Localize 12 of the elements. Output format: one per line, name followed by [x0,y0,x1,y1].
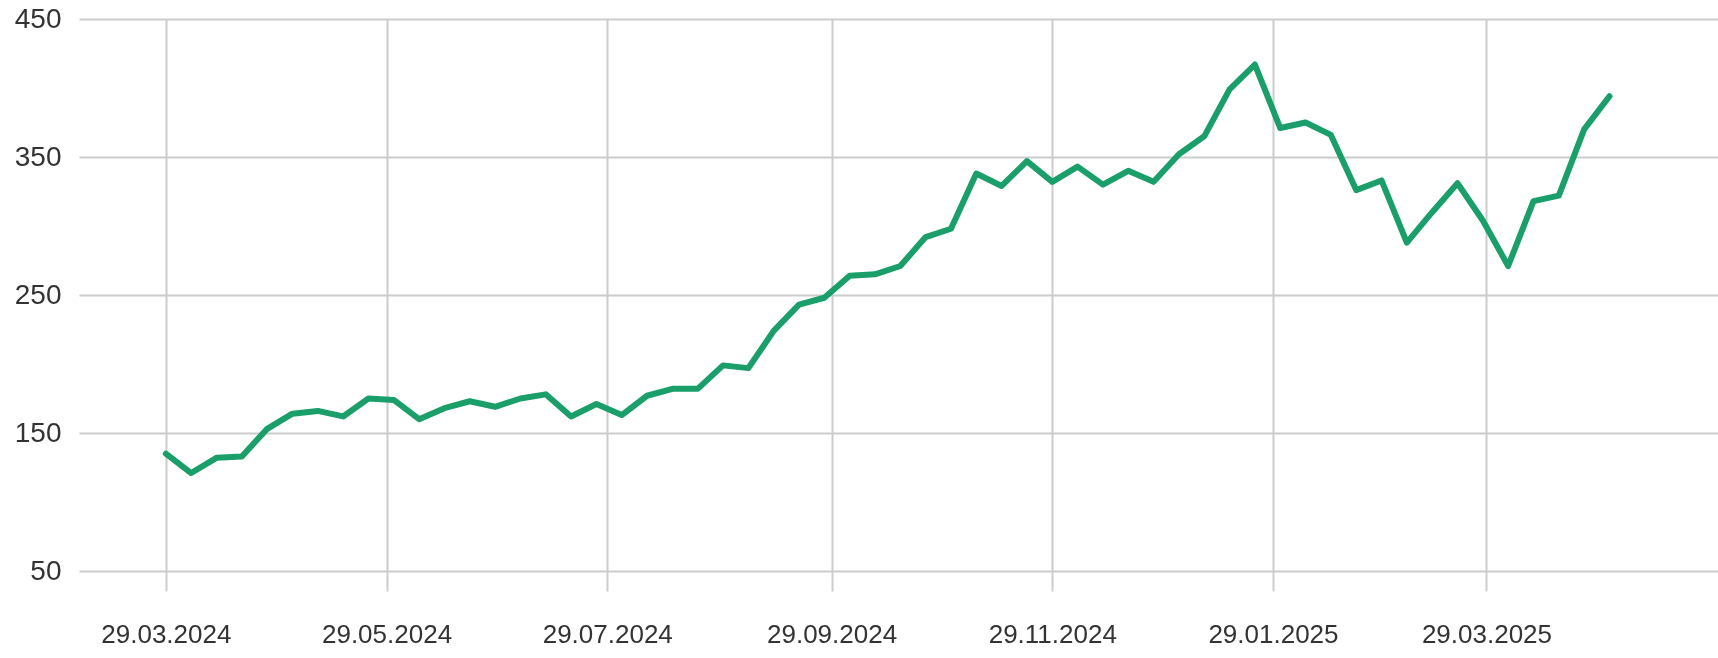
x-tick-label: 29.09.2024 [766,618,898,649]
x-tick-label: 29.03.2024 [101,618,232,649]
x-tick-label: 29.03.2025 [1421,618,1553,649]
y-tick-label: 350 [14,140,62,172]
y-tick-label: 150 [14,416,62,448]
y-tick-label: 250 [14,278,62,310]
x-tick-label: 29.05.2024 [321,618,453,649]
x-tick-label: 29.07.2024 [542,618,673,649]
x-tick-label: 29.01.2025 [1208,618,1339,649]
y-tick-label: 450 [14,2,62,34]
y-tick-label: 50 [30,554,62,586]
x-tick-label: 29.11.2024 [988,618,1117,649]
